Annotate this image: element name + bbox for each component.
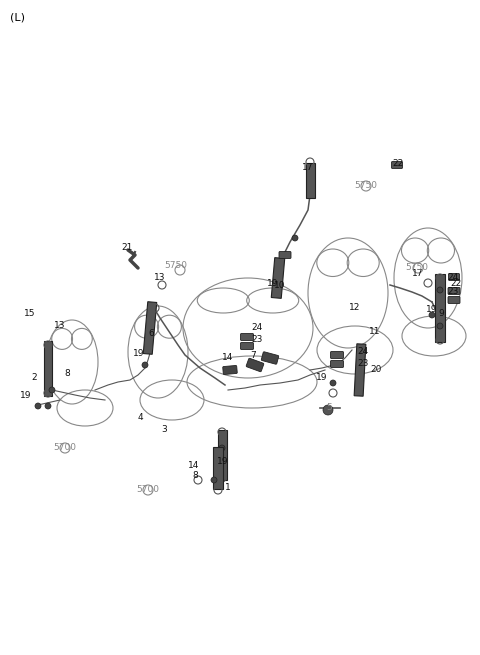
FancyBboxPatch shape: [448, 274, 459, 280]
Text: 5700: 5700: [136, 485, 159, 495]
Text: 6: 6: [148, 329, 154, 337]
Text: 5700: 5700: [53, 443, 76, 453]
Bar: [271, 257, 285, 299]
FancyBboxPatch shape: [331, 352, 344, 358]
Text: 24: 24: [358, 346, 369, 356]
Text: 24: 24: [447, 274, 458, 282]
FancyBboxPatch shape: [331, 360, 344, 367]
FancyBboxPatch shape: [223, 365, 237, 375]
Text: 11: 11: [369, 328, 381, 337]
Bar: [44, 341, 52, 396]
Text: 5750: 5750: [355, 181, 377, 191]
Text: 14: 14: [222, 354, 234, 362]
Text: 10: 10: [274, 280, 286, 290]
FancyBboxPatch shape: [240, 343, 253, 350]
Text: 13: 13: [154, 272, 166, 282]
Text: 4: 4: [137, 413, 143, 422]
Text: 14: 14: [188, 460, 200, 470]
Text: 22: 22: [392, 159, 404, 168]
Bar: [354, 344, 366, 396]
Ellipse shape: [49, 387, 55, 393]
Ellipse shape: [292, 235, 298, 241]
Text: 17: 17: [412, 269, 424, 278]
Ellipse shape: [323, 405, 333, 415]
Text: 5750: 5750: [165, 261, 188, 269]
Text: 23: 23: [252, 335, 263, 345]
Text: 3: 3: [161, 426, 167, 434]
Text: 21: 21: [121, 244, 132, 252]
Text: 19: 19: [426, 305, 438, 314]
Ellipse shape: [45, 403, 51, 409]
FancyBboxPatch shape: [448, 297, 460, 303]
Text: 24: 24: [252, 324, 263, 333]
Bar: [435, 274, 445, 342]
Ellipse shape: [429, 312, 435, 318]
Text: 22: 22: [450, 278, 462, 288]
Text: 9: 9: [438, 309, 444, 318]
Text: 8: 8: [64, 369, 70, 377]
Bar: [305, 162, 314, 198]
Text: 23: 23: [357, 358, 369, 367]
FancyBboxPatch shape: [240, 333, 253, 341]
Ellipse shape: [219, 445, 225, 451]
Text: 5750: 5750: [406, 263, 429, 272]
FancyBboxPatch shape: [392, 162, 403, 168]
Text: (L): (L): [10, 12, 25, 22]
FancyBboxPatch shape: [448, 288, 460, 295]
Ellipse shape: [142, 362, 148, 368]
Text: 13: 13: [54, 320, 66, 329]
Text: 7: 7: [250, 350, 256, 360]
Text: 1: 1: [225, 483, 231, 493]
FancyBboxPatch shape: [279, 252, 291, 259]
Ellipse shape: [35, 403, 41, 409]
Bar: [143, 302, 157, 354]
Text: 8: 8: [192, 472, 198, 481]
Ellipse shape: [437, 323, 443, 329]
Text: 12: 12: [349, 303, 360, 312]
FancyBboxPatch shape: [261, 352, 279, 364]
Text: 17: 17: [302, 164, 314, 172]
Ellipse shape: [437, 287, 443, 293]
Text: 19: 19: [133, 348, 145, 358]
Text: 19: 19: [217, 457, 229, 466]
Text: 2: 2: [31, 373, 37, 383]
FancyBboxPatch shape: [246, 358, 264, 372]
Text: 23: 23: [447, 288, 459, 297]
Text: 5: 5: [326, 403, 332, 413]
Text: 19: 19: [316, 373, 328, 381]
Text: 19: 19: [267, 278, 279, 288]
Bar: [213, 447, 223, 489]
Text: 19: 19: [20, 390, 32, 400]
Text: 15: 15: [24, 309, 36, 318]
Text: 20: 20: [370, 365, 382, 375]
Ellipse shape: [330, 380, 336, 386]
Bar: [217, 430, 227, 480]
Ellipse shape: [211, 477, 217, 483]
